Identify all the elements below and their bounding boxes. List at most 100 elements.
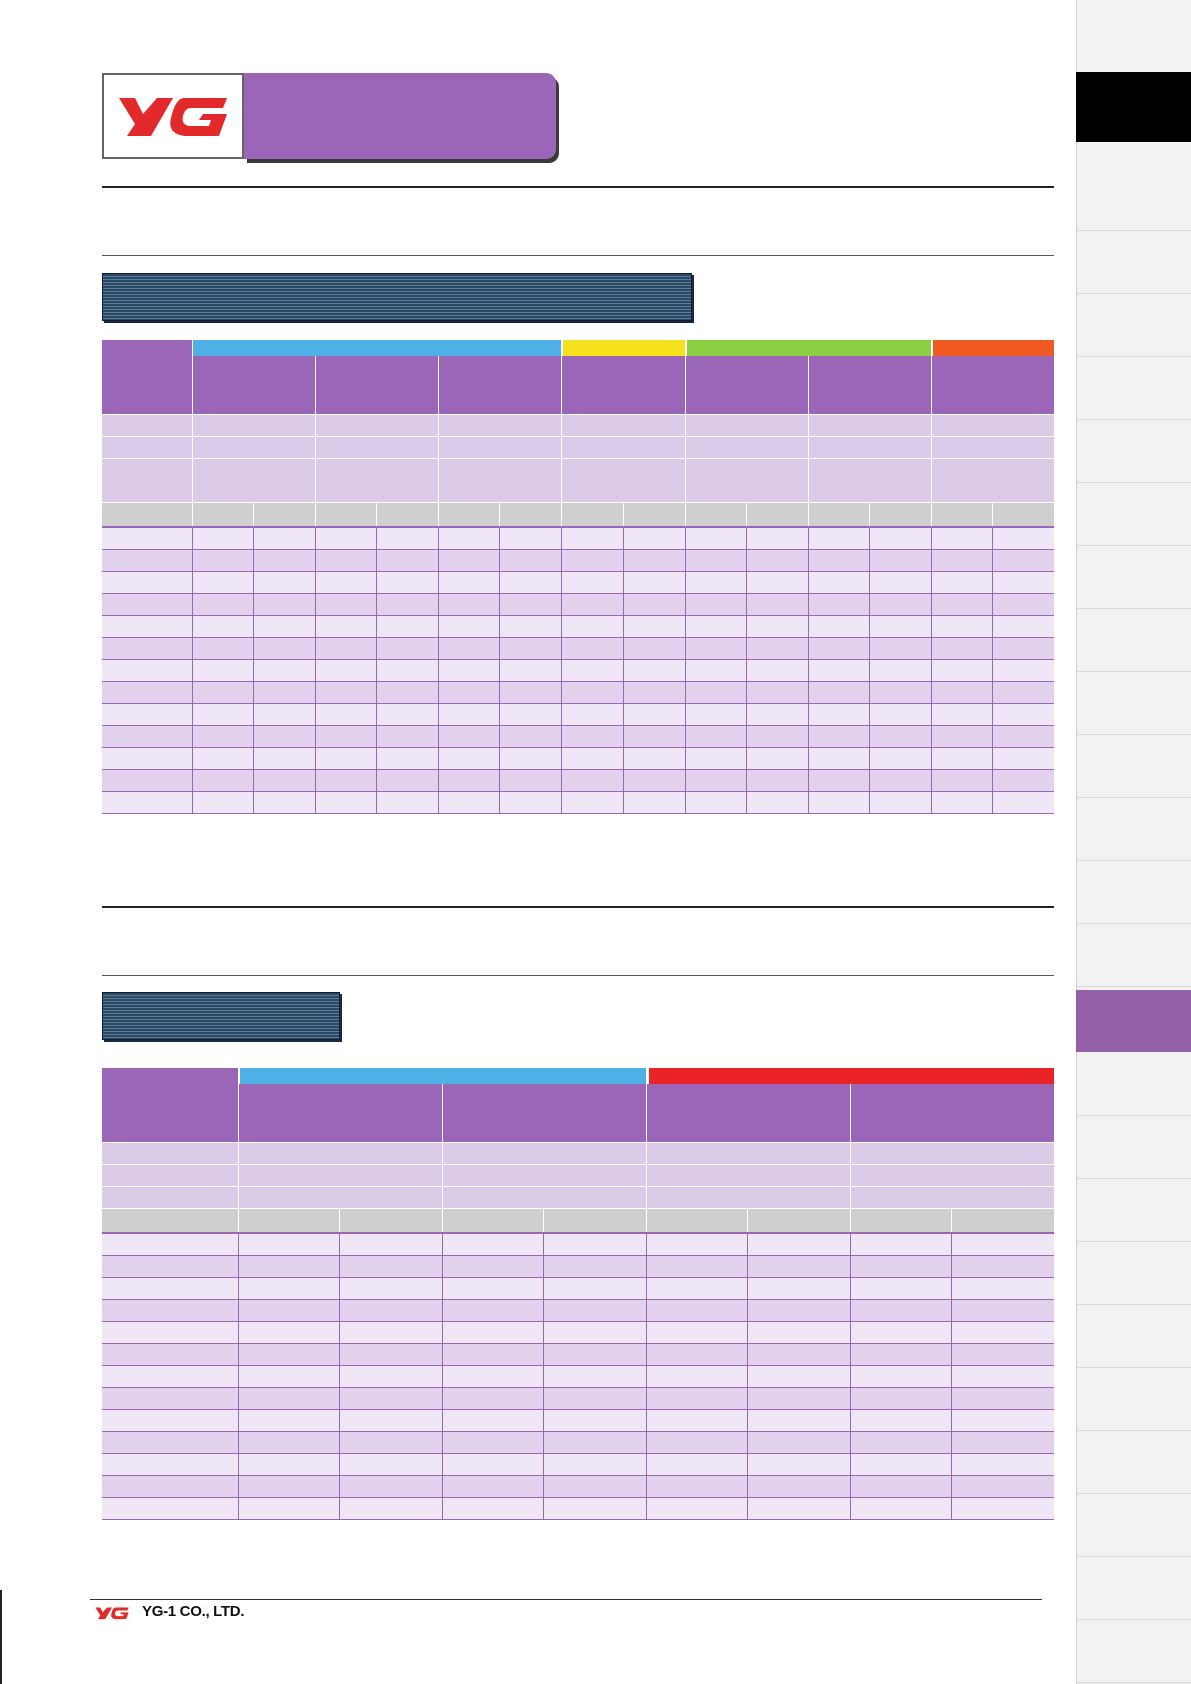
page-edge-mark — [0, 1590, 2, 1684]
table-cell — [931, 615, 993, 638]
table-cell — [314, 593, 377, 616]
table-cell — [645, 1343, 748, 1366]
side-tab[interactable] — [1077, 1368, 1191, 1431]
side-tab-current-section[interactable] — [1076, 990, 1191, 1052]
table-cell — [102, 1475, 239, 1498]
table-cell — [238, 1255, 340, 1278]
header-cell — [441, 1185, 647, 1208]
header-cell — [314, 413, 439, 436]
sub-header — [622, 501, 686, 527]
side-tab[interactable] — [1077, 546, 1191, 609]
side-tab[interactable] — [1077, 357, 1191, 420]
side-tab[interactable] — [1077, 1179, 1191, 1242]
table-cell — [869, 549, 932, 572]
side-tab[interactable] — [1077, 1494, 1191, 1557]
table-cell — [252, 747, 316, 770]
table-cell — [252, 593, 316, 616]
table-cell — [869, 593, 932, 616]
side-tab-active-chapter[interactable] — [1076, 72, 1191, 142]
header-cell — [102, 1163, 239, 1186]
table-cell — [561, 571, 624, 594]
side-tab[interactable] — [1077, 672, 1191, 735]
side-tab[interactable] — [1077, 1305, 1191, 1368]
side-tab[interactable] — [1077, 168, 1191, 231]
table-cell — [561, 747, 624, 770]
table-cell — [543, 1321, 647, 1344]
side-tab[interactable] — [1077, 294, 1191, 357]
table-cell — [499, 615, 562, 638]
table-cell — [339, 1497, 443, 1520]
table-cell — [102, 1232, 239, 1256]
sub-header — [339, 1207, 443, 1233]
header-cell — [238, 1185, 443, 1208]
table-cell — [499, 593, 562, 616]
side-tab[interactable] — [1077, 1116, 1191, 1179]
table-cell — [191, 703, 254, 726]
side-tab[interactable] — [1077, 861, 1191, 924]
table-cell — [376, 769, 439, 792]
side-tab[interactable] — [1077, 1242, 1191, 1305]
table-cell — [543, 1255, 647, 1278]
table-cell — [376, 637, 439, 660]
table-cell — [684, 571, 747, 594]
table-cell — [102, 1431, 239, 1454]
table-cell — [252, 725, 316, 748]
header-cell — [645, 1163, 851, 1186]
side-tab[interactable] — [1077, 1557, 1191, 1620]
table-cell — [499, 526, 562, 550]
sub-header — [992, 501, 1054, 527]
table-cell — [102, 1365, 239, 1388]
table-cell — [747, 1453, 851, 1476]
table-cell — [102, 593, 193, 616]
table-cell — [849, 1321, 952, 1344]
table-cell — [543, 1431, 647, 1454]
table-cell — [745, 747, 809, 770]
table-cell — [745, 615, 809, 638]
header-cell — [438, 435, 562, 458]
header-cell — [849, 1163, 1054, 1186]
table-cell — [645, 1365, 748, 1388]
table-cell — [441, 1343, 544, 1366]
table-row — [102, 1453, 1054, 1476]
table-cell — [747, 1387, 851, 1410]
table-cell — [314, 791, 377, 814]
side-tab[interactable] — [1077, 1620, 1191, 1683]
table-cell — [238, 1497, 340, 1520]
table-cell — [339, 1343, 443, 1366]
table-cell — [807, 571, 870, 594]
group-bar-green — [687, 340, 931, 356]
table-row — [102, 571, 1054, 594]
side-tab[interactable] — [1077, 483, 1191, 546]
side-tab[interactable] — [1077, 798, 1191, 861]
table-cell — [102, 1497, 239, 1520]
side-tab[interactable] — [1077, 420, 1191, 483]
side-tab[interactable] — [1077, 1053, 1191, 1116]
table-cell — [869, 769, 932, 792]
table-cell — [238, 1431, 340, 1454]
table-cell — [339, 1387, 443, 1410]
title-band — [244, 73, 556, 159]
table-cell — [441, 1277, 544, 1300]
table-cell — [561, 615, 624, 638]
side-tab[interactable] — [1077, 609, 1191, 672]
table-cell — [684, 615, 747, 638]
table-cell — [622, 791, 686, 814]
table-cell — [807, 769, 870, 792]
table-cell — [438, 549, 500, 572]
table-cell — [622, 769, 686, 792]
table-cell — [931, 659, 993, 682]
side-tab[interactable] — [1077, 924, 1191, 987]
table-cell — [543, 1277, 647, 1300]
table-cell — [561, 549, 624, 572]
table-cell — [441, 1409, 544, 1432]
table-cell — [951, 1321, 1054, 1344]
side-tab[interactable] — [1077, 231, 1191, 294]
side-tab[interactable] — [1077, 1431, 1191, 1494]
header-cell — [561, 413, 686, 436]
side-tab[interactable] — [1077, 735, 1191, 798]
table-cell — [238, 1321, 340, 1344]
table-cell — [339, 1475, 443, 1498]
table-cell — [807, 637, 870, 660]
table-cell — [252, 526, 316, 550]
table-cell — [645, 1232, 748, 1256]
